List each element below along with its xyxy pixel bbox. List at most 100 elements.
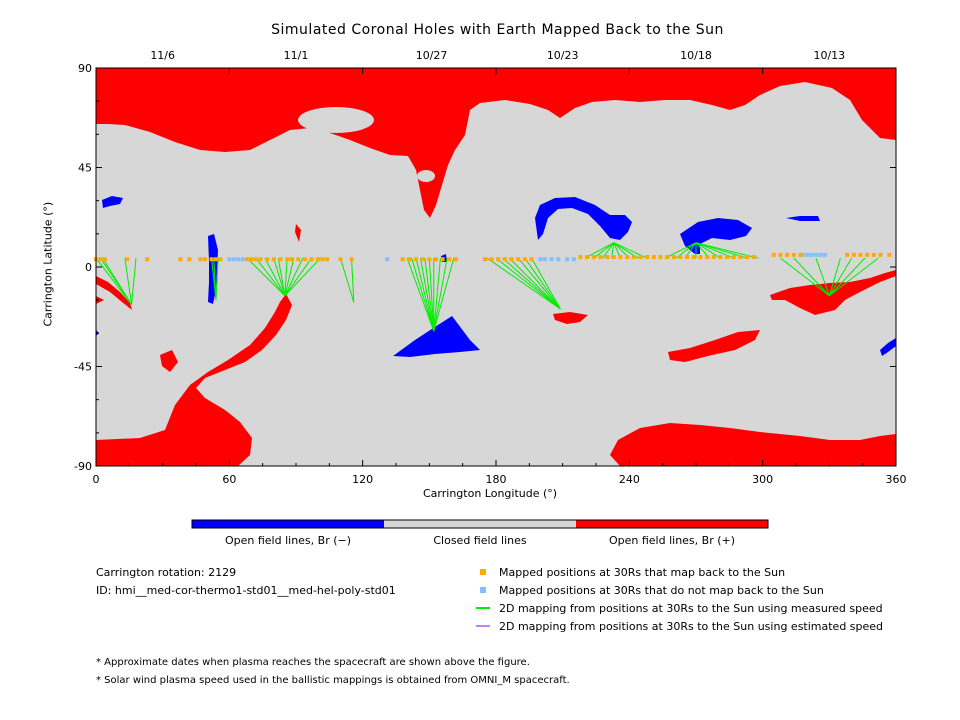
unmapped-point bbox=[542, 257, 547, 262]
closed-field-island bbox=[417, 170, 435, 182]
mapped-point bbox=[778, 252, 783, 257]
top-date-label: 10/18 bbox=[680, 49, 712, 62]
mapping-line bbox=[124, 258, 133, 305]
unmapped-point bbox=[556, 257, 561, 262]
mapping-lines bbox=[95, 242, 879, 332]
closed-field-island bbox=[298, 107, 374, 133]
mapped-point bbox=[529, 257, 534, 262]
mapped-point bbox=[718, 255, 723, 260]
mapping-line bbox=[486, 257, 561, 310]
mapped-point bbox=[771, 252, 776, 257]
open-negative-region bbox=[786, 216, 820, 221]
mapped-point bbox=[605, 255, 610, 260]
unmapped-point bbox=[800, 252, 805, 257]
mapped-point bbox=[678, 255, 683, 260]
mapping-line bbox=[264, 257, 286, 296]
mapped-point bbox=[309, 257, 314, 262]
mapped-point bbox=[489, 257, 494, 262]
colorbar-label-closed: Closed field lines bbox=[433, 534, 527, 547]
unmapped-point bbox=[240, 257, 245, 262]
mapped-point bbox=[711, 255, 716, 260]
mapped-point bbox=[187, 257, 192, 262]
mapping-line bbox=[664, 242, 697, 259]
mapped-point bbox=[278, 257, 283, 262]
open-positive-region bbox=[295, 224, 301, 242]
mapped-point bbox=[145, 257, 150, 262]
top-date-label: 10/13 bbox=[813, 49, 845, 62]
mapping-line bbox=[433, 258, 455, 332]
mapping-line bbox=[284, 258, 288, 296]
mapping-line bbox=[828, 258, 841, 296]
mapping-line bbox=[584, 242, 615, 259]
mapped-point bbox=[302, 257, 307, 262]
mapped-point bbox=[751, 255, 756, 260]
top-date-label: 11/1 bbox=[284, 49, 309, 62]
mapped-point bbox=[414, 257, 418, 262]
mapped-point bbox=[509, 257, 514, 262]
footnote-speed: * Solar wind plasma speed used in the ba… bbox=[96, 675, 570, 686]
x-axis-label: Carrington Longitude (°) bbox=[423, 487, 558, 500]
mapped-point bbox=[671, 255, 676, 260]
colorbar-positive bbox=[576, 520, 768, 528]
mapping-line bbox=[211, 258, 217, 301]
mapping-line bbox=[102, 257, 132, 305]
unmapped-point bbox=[227, 257, 232, 262]
mapped-point bbox=[578, 255, 583, 260]
mapped-point bbox=[598, 255, 603, 260]
mapped-point bbox=[798, 252, 803, 257]
mapping-line bbox=[215, 258, 219, 301]
mapped-point bbox=[738, 255, 743, 260]
y-tick-label: 90 bbox=[78, 62, 92, 75]
mapped-point bbox=[296, 257, 301, 262]
mapped-point bbox=[705, 255, 710, 260]
north-open-positive-region bbox=[96, 68, 896, 218]
mapped-point bbox=[349, 257, 354, 262]
mapped-point bbox=[658, 255, 663, 260]
top-date-label: 11/6 bbox=[150, 49, 175, 62]
mapping-line bbox=[415, 258, 435, 332]
mapping-line bbox=[255, 257, 286, 297]
mapping-line bbox=[433, 258, 448, 332]
mapped-point bbox=[851, 252, 856, 257]
mapping-line bbox=[828, 257, 852, 296]
legend-mapped-marker bbox=[480, 569, 486, 575]
mapped-point bbox=[858, 252, 863, 257]
south-open-positive-region bbox=[96, 294, 292, 466]
y-axis-label: Carrington Latitude (°) bbox=[41, 201, 55, 327]
mapping-line bbox=[339, 258, 355, 303]
mapping-line bbox=[524, 257, 561, 310]
mapping-line bbox=[502, 257, 561, 310]
mapping-line bbox=[351, 258, 355, 303]
unmapped-point bbox=[236, 257, 241, 262]
mapped-point bbox=[618, 255, 623, 260]
unmapped-points bbox=[227, 252, 827, 262]
colorbar-closed bbox=[384, 520, 576, 528]
unmapped-point bbox=[549, 257, 554, 262]
mapped-point bbox=[249, 257, 254, 262]
open-positive-region bbox=[96, 276, 132, 310]
mapped-point bbox=[427, 257, 432, 262]
mapping-line bbox=[517, 257, 561, 310]
x-tick-label: 0 bbox=[93, 473, 100, 486]
mapped-point bbox=[691, 255, 696, 260]
mapped-point bbox=[871, 252, 876, 257]
mapped-point bbox=[502, 257, 507, 262]
mapped-point bbox=[214, 257, 218, 262]
open-negative-region bbox=[880, 338, 896, 356]
open-negative-region bbox=[102, 196, 123, 208]
mapping-line bbox=[793, 257, 830, 297]
mapped-point bbox=[878, 252, 883, 257]
unmapped-point bbox=[385, 257, 390, 262]
mapped-point bbox=[447, 257, 452, 262]
mapped-point bbox=[638, 255, 643, 260]
mapped-point bbox=[271, 257, 276, 262]
unmapped-point bbox=[818, 252, 823, 257]
x-tick-label: 360 bbox=[886, 473, 907, 486]
mapping-line bbox=[602, 242, 615, 259]
mapped-point bbox=[516, 257, 521, 262]
mapped-point bbox=[698, 255, 703, 260]
mapped-point bbox=[785, 252, 790, 257]
unmapped-point bbox=[809, 252, 814, 257]
axes: 0 60 120 180 240 300 360 90 45 0 -45 -90 11/6 11/1 10/… bbox=[74, 49, 906, 486]
